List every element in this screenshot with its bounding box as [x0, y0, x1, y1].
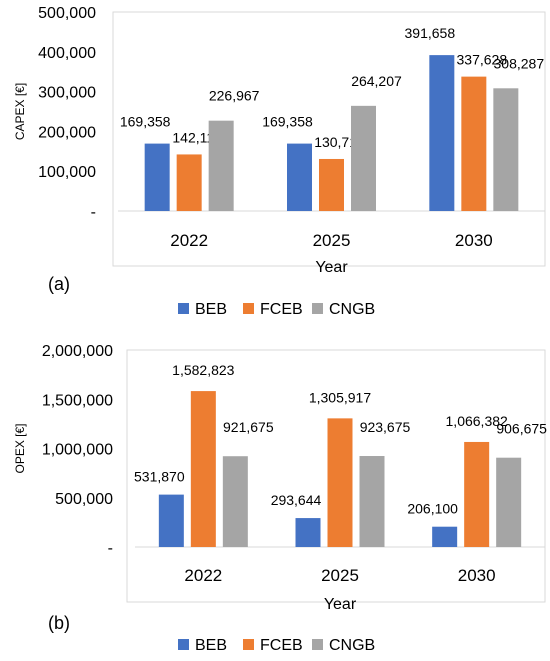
opex-chart: - 500,000 1,000,000 1,500,000 2,000,000 OPEX …: [13, 343, 547, 654]
data-label: 226,967: [209, 88, 260, 104]
data-label: 1,305,917: [309, 389, 371, 405]
y-tick-label: 200,000: [38, 124, 96, 141]
bar-beb: [429, 55, 455, 211]
category-label: 2030: [458, 566, 496, 585]
y-tick-label: 1,000,000: [42, 442, 113, 459]
bar-cngb: [208, 120, 234, 211]
legend-swatch-fceb: [243, 639, 254, 650]
y-axis-title: OPEX [€]: [13, 423, 27, 473]
data-label: 391,658: [405, 25, 456, 41]
y-tick-label: 400,000: [38, 45, 96, 62]
legend-label-beb: BEB: [195, 637, 227, 654]
legend-label-cngb: CNGB: [329, 637, 375, 654]
y-axis-title: CAPEX [€]: [13, 83, 27, 140]
y-tick-label: -: [108, 540, 113, 557]
bar-fceb: [327, 418, 353, 547]
capex-chart: - 100,000 200,000 300,000 400,000 500,000 CAPE…: [13, 5, 546, 318]
plot-frame: [126, 349, 546, 603]
bar-cngb: [222, 456, 248, 547]
legend-label-fceb: FCEB: [260, 301, 303, 318]
legend-swatch-fceb: [243, 303, 254, 314]
bar-beb: [158, 494, 184, 547]
bar-fceb: [319, 158, 344, 211]
data-label: 308,287: [494, 55, 545, 71]
plot-frame: [112, 11, 546, 267]
bar-fceb: [190, 391, 216, 547]
legend-swatch-cngb: [312, 639, 323, 650]
category-label: 2022: [170, 231, 208, 250]
legend-swatch-beb: [178, 639, 189, 650]
category-label: 2025: [321, 566, 359, 585]
data-label: 206,100: [407, 501, 458, 517]
bar-cngb: [359, 456, 385, 547]
y-tick-label: 2,000,000: [42, 343, 113, 360]
data-label: 1,582,823: [172, 362, 234, 378]
bar-fceb: [176, 154, 202, 211]
x-axis-title: Year: [324, 596, 357, 613]
data-label: 169,358: [262, 114, 313, 130]
x-axis-title: Year: [315, 259, 348, 276]
data-label: 923,675: [360, 419, 411, 435]
bar-fceb: [464, 441, 490, 547]
y-tick-label: 1,500,000: [42, 392, 113, 409]
data-label: 921,675: [223, 419, 274, 435]
category-label: 2025: [313, 231, 351, 250]
category-label: 2030: [455, 231, 493, 250]
data-label: 1,066,382: [446, 413, 508, 429]
category-label: 2022: [184, 566, 222, 585]
bar-fceb: [461, 76, 487, 211]
data-label: 293,644: [271, 492, 322, 508]
bar-beb: [144, 143, 170, 211]
legend-swatch-cngb: [312, 303, 323, 314]
bar-cngb: [496, 457, 522, 547]
y-tick-label: 300,000: [38, 85, 96, 102]
data-label: 337,628: [457, 52, 508, 68]
y-tick-label: 100,000: [38, 164, 96, 181]
bar-cngb: [351, 105, 376, 211]
data-label: 169,358: [120, 114, 171, 130]
data-label: 531,870: [134, 469, 185, 485]
y-tick-label: -: [91, 204, 96, 221]
legend-label-cngb: CNGB: [329, 301, 375, 318]
bar-beb: [432, 526, 458, 547]
y-tick-label: 500,000: [55, 491, 113, 508]
legend-label-beb: BEB: [195, 301, 227, 318]
bar-beb: [287, 143, 312, 211]
data-label: 264,207: [351, 73, 402, 89]
panel-label: (a): [48, 274, 70, 294]
panel-label: (b): [48, 613, 70, 633]
bar-cngb: [493, 88, 519, 211]
bar-beb: [295, 518, 321, 547]
data-label: 906,675: [496, 421, 547, 437]
legend-swatch-beb: [178, 303, 189, 314]
legend-label-fceb: FCEB: [260, 637, 303, 654]
y-tick-label: 500,000: [38, 5, 96, 22]
